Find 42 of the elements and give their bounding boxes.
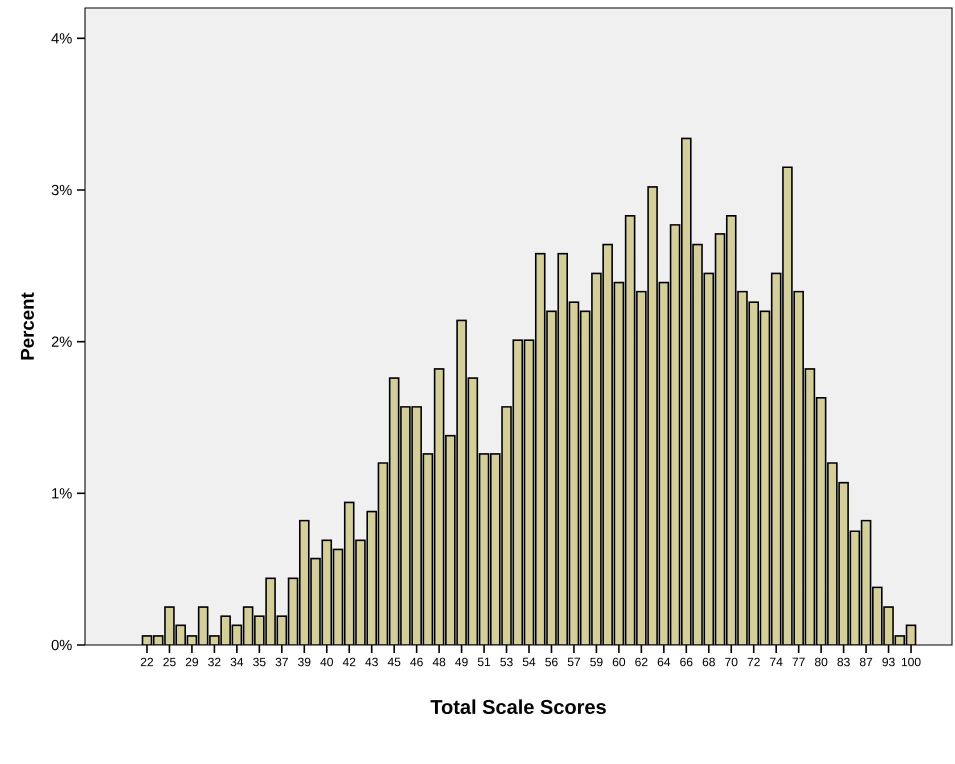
x-tick-label: 35 — [253, 658, 266, 666]
x-tick-label: 64 — [658, 658, 670, 666]
x-tick-label: 59 — [590, 658, 603, 666]
x-tick-label: 46 — [410, 658, 423, 666]
x-tick-label: 62 — [635, 658, 648, 666]
x-tick-label: 39 — [298, 658, 310, 666]
x-tick-label: 43 — [365, 658, 378, 666]
x-tick-label: 100 — [902, 658, 921, 666]
x-tick-label: 53 — [500, 658, 513, 666]
x-tick-label: 32 — [208, 658, 220, 666]
x-tick-label: 42 — [342, 658, 356, 666]
x-tick-label: 74 — [770, 658, 783, 666]
x-tick-label: 66 — [680, 658, 692, 666]
x-tick-label: 54 — [522, 658, 536, 666]
y-axis-title: Percent — [20, 292, 34, 360]
x-tick-label: 29 — [186, 658, 198, 666]
x-tick-label: 40 — [320, 658, 333, 666]
x-tick-label: 48 — [432, 658, 446, 666]
x-tick-label: 93 — [882, 658, 895, 666]
x-tick-label: 25 — [163, 658, 176, 666]
x-tick-label: 83 — [837, 658, 850, 666]
y-tick-label: 0% — [52, 640, 72, 650]
x-tick-label: 80 — [814, 658, 828, 666]
y-tick-label: 2% — [52, 336, 72, 347]
x-axis-title: Total Scale Scores — [430, 699, 606, 714]
x-tick-label: 87 — [860, 658, 872, 666]
x-tick-label: 56 — [545, 658, 558, 666]
x-tick-label: 70 — [725, 658, 738, 666]
y-tick-label: 4% — [51, 33, 72, 44]
x-tick-label: 49 — [455, 658, 468, 666]
x-tick-label: 77 — [792, 658, 805, 666]
x-tick-label: 60 — [612, 658, 626, 666]
x-tick-label: 51 — [478, 658, 490, 666]
x-tick-label: 45 — [388, 658, 400, 666]
y-tick-label: 1% — [52, 488, 72, 498]
x-tick-label: 37 — [276, 658, 288, 666]
x-tick-label: 22 — [140, 658, 154, 666]
x-tick-label: 34 — [230, 658, 244, 666]
y-tick-label: 3% — [52, 184, 72, 196]
x-tick-label: 68 — [702, 658, 715, 666]
x-tick-label: 72 — [748, 658, 760, 666]
x-tick-label: 57 — [568, 658, 580, 666]
